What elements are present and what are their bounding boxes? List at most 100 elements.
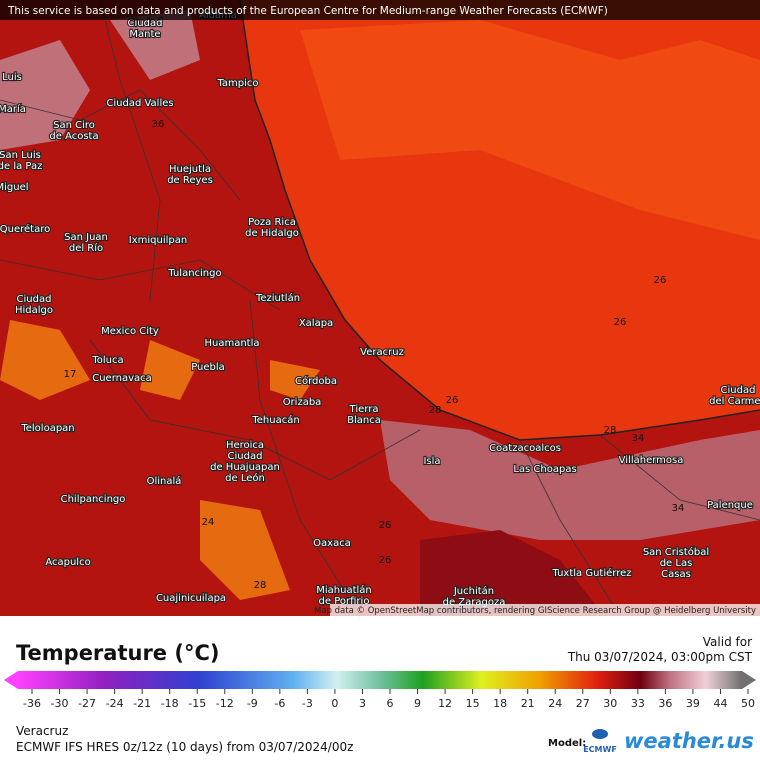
scale-tick-label: 39 (686, 697, 700, 710)
place-label: Heroica (226, 440, 264, 451)
scale-arrow-right (742, 671, 756, 689)
contour-label: 26 (614, 317, 627, 328)
place-label: del Carmen (709, 396, 760, 407)
banner: This service is based on data and produc… (7, 5, 608, 17)
place-label: Olinalá (147, 475, 182, 487)
place-label: Puebla (191, 362, 225, 373)
color-scale (18, 671, 742, 689)
scale-tick-label: -30 (51, 697, 69, 710)
place-label: Toluca (91, 355, 123, 366)
scale-tick-label: -15 (188, 697, 206, 710)
place-label: Blanca (347, 415, 381, 426)
contour-label: 36 (152, 119, 165, 130)
place-label: Miguel (0, 182, 29, 193)
contour-label: 34 (672, 503, 685, 514)
scale-tick-label: -24 (106, 697, 124, 710)
scale-tick-label: 18 (493, 697, 507, 710)
scale-tick-label: 36 (658, 697, 672, 710)
scale-tick-label: 21 (521, 697, 535, 710)
model-label: Model: (548, 738, 586, 749)
ecmwf-logo (592, 729, 608, 739)
warm-sea (300, 20, 760, 240)
place-label: Tuxtla Gutiérrez (551, 567, 631, 579)
place-label: Cuernavaca (92, 373, 152, 384)
coastline (239, 0, 760, 441)
scale-tick-label: 24 (548, 697, 562, 710)
place-label: Córdoba (295, 375, 337, 387)
contour-label: 28 (254, 580, 267, 591)
scale-tick-label: 50 (741, 697, 755, 710)
scale-tick-label: -3 (302, 697, 313, 710)
contour-label: 26 (654, 275, 667, 286)
place-label: Querétaro (0, 223, 50, 235)
place-label: María (0, 103, 26, 115)
place-label: San Luis (0, 150, 41, 161)
place-label: San Juan (64, 232, 108, 243)
scale-tick-label: -36 (23, 697, 41, 710)
legend-title: Temperature (°C) (16, 641, 219, 665)
scale-tick-label: 44 (713, 697, 727, 710)
scale-tick-label: -27 (78, 697, 96, 710)
scale-tick-label: 6 (387, 697, 394, 710)
place-label: Poza Rica (248, 217, 296, 228)
scale-tick-label: 12 (438, 697, 452, 710)
place-label: de Las (660, 558, 693, 569)
contour-label: 17 (64, 369, 77, 380)
place-label: de Hidalgo (245, 228, 299, 239)
place-label: Juchitán (453, 585, 494, 597)
place-label: Tampico (216, 78, 258, 89)
scale-tick-label: -18 (161, 697, 179, 710)
place-label: Mante (129, 29, 160, 40)
place-label: Tierra (349, 404, 379, 415)
contour-label: 24 (202, 517, 215, 528)
place-label: Tulancingo (167, 268, 221, 279)
model-run: ECMWF IFS HRES 0z/12z (10 days) from 03/… (16, 740, 353, 754)
dark-area (420, 530, 600, 616)
place-label: Acapulco (45, 557, 90, 568)
place-label: Ciudad (128, 18, 163, 29)
place-label: Cuajinicuilapa (156, 593, 226, 604)
attribution-bg (330, 604, 760, 616)
place-label: Miahuatlán (316, 584, 372, 596)
banner-bg (0, 0, 760, 20)
place-label: Orizaba (283, 397, 322, 408)
scale-tick-label: 9 (414, 697, 421, 710)
valid-time: Thu 03/07/2024, 03:00pm CST (567, 650, 753, 664)
contour-label: 26 (446, 395, 459, 406)
place-label: Palenque (707, 500, 753, 511)
contour-label: 28 (604, 425, 617, 436)
scale-tick-label: -6 (274, 697, 285, 710)
place-label: Ciudad (228, 451, 263, 462)
place-label: Veracruz (360, 347, 404, 358)
place-label: Isla (423, 456, 440, 467)
place-label: Coatzacoalcos (489, 443, 561, 454)
place-label: Hidalgo (15, 305, 53, 316)
place-label: Tehuacán (251, 414, 299, 426)
scale-tick-label: 0 (331, 697, 338, 710)
contour-label: 26 (379, 520, 392, 531)
map: AldamaCiudadManteTampicoLuisMaríaCiudad … (0, 0, 760, 617)
scale-tick-label: 15 (466, 697, 480, 710)
contour-label: 34 (632, 433, 645, 444)
place-label: Ciudad (721, 385, 756, 396)
place-label: del Río (69, 242, 103, 254)
place-label: Teloloapan (20, 423, 74, 434)
place-label: Ciudad Valles (106, 98, 173, 109)
place-label: Luis (2, 72, 22, 83)
place-label: San Ciro (53, 120, 95, 131)
place-label: San Cristóbal (643, 546, 709, 558)
place-label: Teziutlán (255, 292, 300, 304)
place-label: Villahermosa (619, 455, 684, 466)
place-label: Xalapa (299, 318, 333, 329)
scale-tick-label: 3 (359, 697, 366, 710)
contour-labels: 36 26 26 26 28 34 24 28 26 17 34 26 28 (64, 119, 685, 591)
hot-area (0, 320, 320, 600)
place-label: de León (225, 472, 265, 484)
valid-label: Valid for (703, 635, 752, 649)
place-label: Ixmiquilpan (129, 235, 187, 246)
scale-tick-label: 30 (603, 697, 617, 710)
cool-area (380, 420, 760, 540)
contour-label: 28 (429, 405, 442, 416)
location: Veracruz (16, 724, 68, 738)
